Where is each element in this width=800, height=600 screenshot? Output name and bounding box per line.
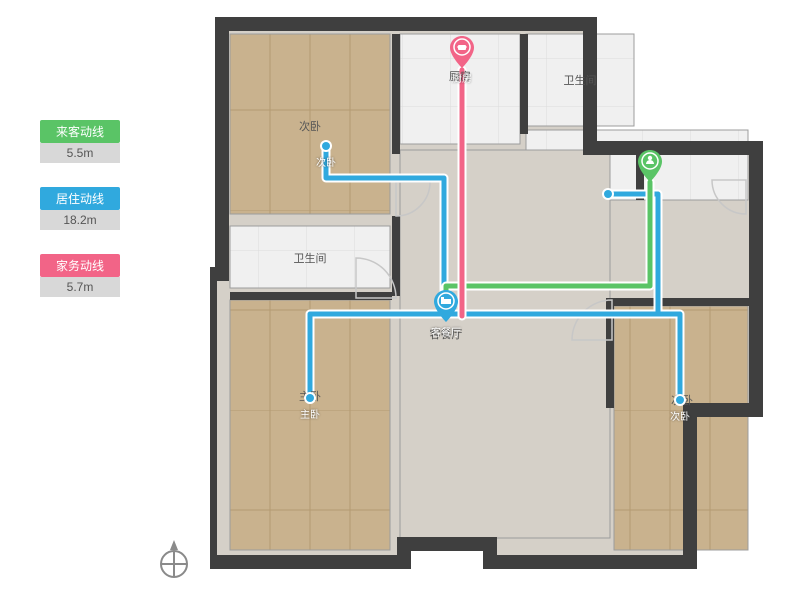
floor-plan: 次卧厨房卫生间卫生间客餐厅主卧次卧 厨房 客餐厅次卧主卧次卧 xyxy=(210,10,770,570)
legend-value: 5.5m xyxy=(40,143,120,163)
legend-item-living: 居住动线 18.2m xyxy=(40,187,120,230)
marker-label: 次卧 xyxy=(316,154,336,169)
marker-label: 厨房 xyxy=(452,70,472,85)
floor-plan-svg xyxy=(210,10,770,570)
marker-label: 次卧 xyxy=(670,408,690,423)
legend-item-housework: 家务动线 5.7m xyxy=(40,254,120,297)
marker-label: 客餐厅 xyxy=(431,324,461,339)
legend-value: 18.2m xyxy=(40,210,120,230)
legend-title: 来客动线 xyxy=(40,120,120,143)
legend-title: 家务动线 xyxy=(40,254,120,277)
legend: 来客动线 5.5m 居住动线 18.2m 家务动线 5.7m xyxy=(40,120,120,321)
legend-item-guest: 来客动线 5.5m xyxy=(40,120,120,163)
marker-label: 主卧 xyxy=(300,406,320,421)
legend-value: 5.7m xyxy=(40,277,120,297)
legend-title: 居住动线 xyxy=(40,187,120,210)
compass-icon xyxy=(156,538,192,580)
